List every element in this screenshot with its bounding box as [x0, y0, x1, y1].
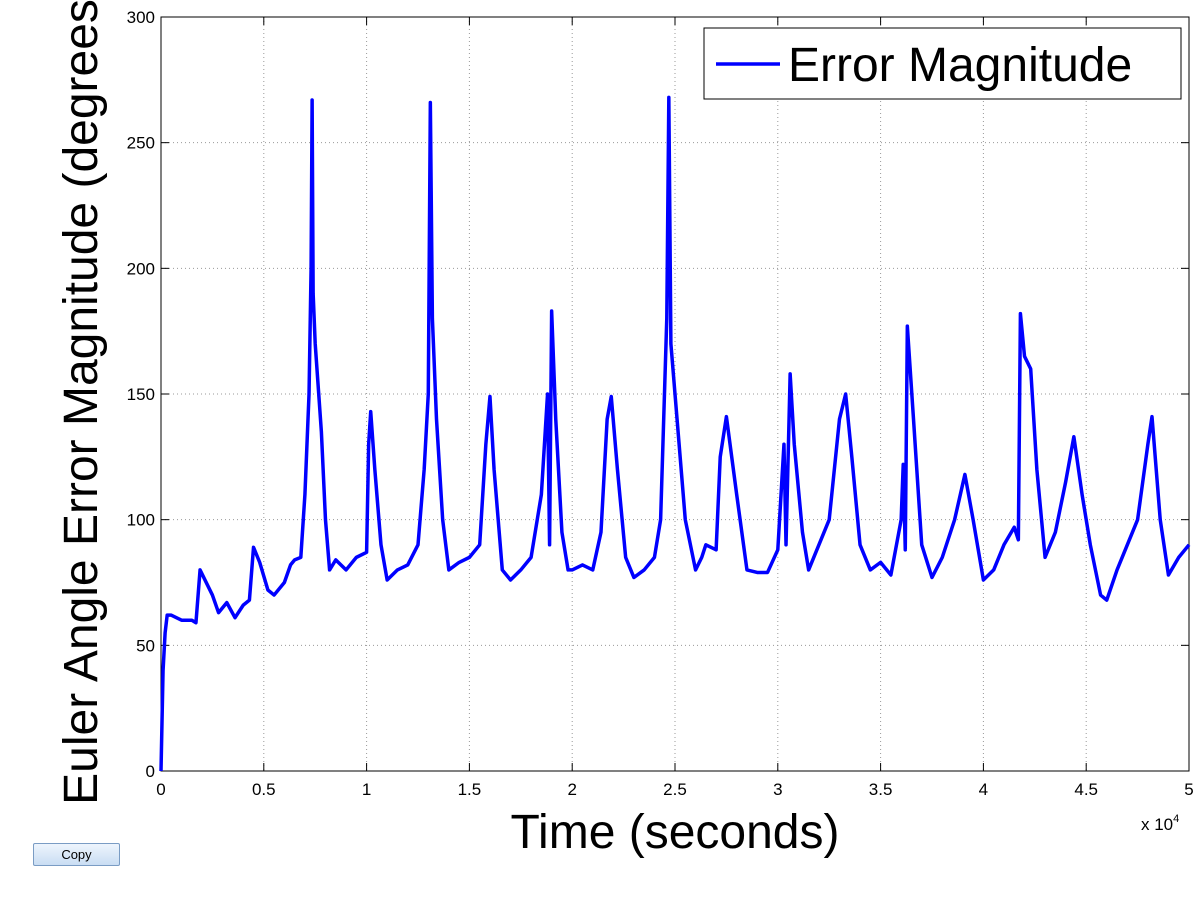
axes-box [160, 16, 1190, 772]
copy-button[interactable]: Copy [33, 843, 120, 866]
y-tick-label: 200 [127, 259, 155, 278]
y-tick-label: 0 [146, 762, 155, 781]
x-tick-label: 4 [979, 780, 988, 799]
x-tick-label: 1.5 [458, 780, 482, 799]
y-axis-label: Euler Angle Error Magnitude (degrees) [55, 0, 108, 805]
y-tick-label: 300 [127, 8, 155, 27]
x-tick-label: 1 [362, 780, 371, 799]
x-tick-label: 4.5 [1074, 780, 1098, 799]
x-tick-label: 5 [1184, 780, 1193, 799]
y-tick-label: 50 [136, 636, 155, 655]
x-axis-label: Time (seconds) [511, 806, 840, 859]
x-exponent: x 104 [1141, 813, 1179, 834]
x-tick-label: 2.5 [663, 780, 687, 799]
x-tick-label: 3.5 [869, 780, 893, 799]
x-exponent-power: 4 [1173, 813, 1179, 825]
x-tick-label: 3 [773, 780, 782, 799]
legend-label: Error Magnitude [788, 39, 1132, 92]
legend-box [703, 27, 1182, 100]
x-tick-label: 0 [156, 780, 165, 799]
y-tick-label: 100 [127, 511, 155, 530]
y-tick-label: 250 [127, 134, 155, 153]
x-tick-label: 2 [567, 780, 576, 799]
x-exponent-base: x 10 [1141, 815, 1173, 834]
data-line [159, 95, 1191, 772]
x-tick-label: 0.5 [252, 780, 276, 799]
y-tick-label: 150 [127, 385, 155, 404]
